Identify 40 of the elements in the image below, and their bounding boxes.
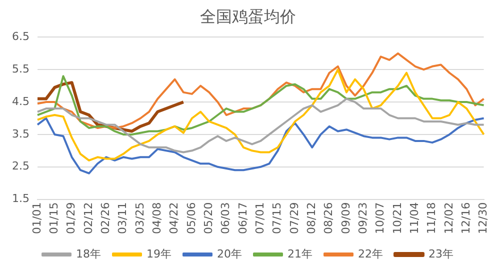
x-tick-label: 12/02 xyxy=(442,202,456,234)
y-tick-label: 3.5 xyxy=(12,127,30,140)
x-tick-label: 03/25 xyxy=(133,202,146,234)
x-tick-label: 11/04 xyxy=(408,202,421,234)
y-tick-label: 2.5 xyxy=(12,160,30,173)
legend-label: 18年 xyxy=(76,247,102,260)
x-tick-label: 08/26 xyxy=(322,202,336,234)
x-tick-label: 04/22 xyxy=(168,202,181,234)
x-tick-label: 01/29 xyxy=(64,202,78,234)
x-tick-label: 06/03 xyxy=(219,202,232,234)
x-tick-label: 08/12 xyxy=(305,202,318,234)
x-tick-label: 06/17 xyxy=(236,202,250,234)
legend-label: 23年 xyxy=(428,247,454,260)
y-tick-label: 5.5 xyxy=(12,62,30,76)
x-tick-label: 11/18 xyxy=(425,202,438,234)
x-tick-label: 12/30 xyxy=(476,202,490,234)
legend-label: 21年 xyxy=(288,247,312,260)
x-tick-label: 01/01 xyxy=(30,202,44,234)
x-tick-label: 07/15 xyxy=(270,202,284,234)
chart-title: 全国鸡蛋均价 xyxy=(200,6,296,26)
x-tick-label: 05/06 xyxy=(184,202,198,234)
x-tick-label: 07/29 xyxy=(288,202,301,234)
x-tick-label: 04/08 xyxy=(150,202,164,234)
x-tick-label: 12/16 xyxy=(459,202,472,234)
x-tick-label: 09/09 xyxy=(339,202,352,234)
x-tick-label: 10/07 xyxy=(374,202,387,234)
legend-label: 19年 xyxy=(146,247,172,260)
y-tick-label: 1.5 xyxy=(12,192,30,206)
x-tick-label: 05/20 xyxy=(202,202,216,234)
x-tick-label: 02/26 xyxy=(99,202,112,234)
x-tick-label: 01/15 xyxy=(48,202,61,234)
y-tick-label: 6.5 xyxy=(12,30,30,44)
legend-label: 20年 xyxy=(217,247,242,260)
x-tick-label: 02/12 xyxy=(82,202,95,234)
x-tick-label: 03/11 xyxy=(116,202,130,234)
x-tick-label: 10/21 xyxy=(390,202,404,234)
x-tick-label: 09/23 xyxy=(356,202,370,234)
x-tick-label: 07/01 xyxy=(254,202,267,234)
legend-label: 22年 xyxy=(358,247,383,260)
y-tick-label: 4.5 xyxy=(12,94,30,108)
